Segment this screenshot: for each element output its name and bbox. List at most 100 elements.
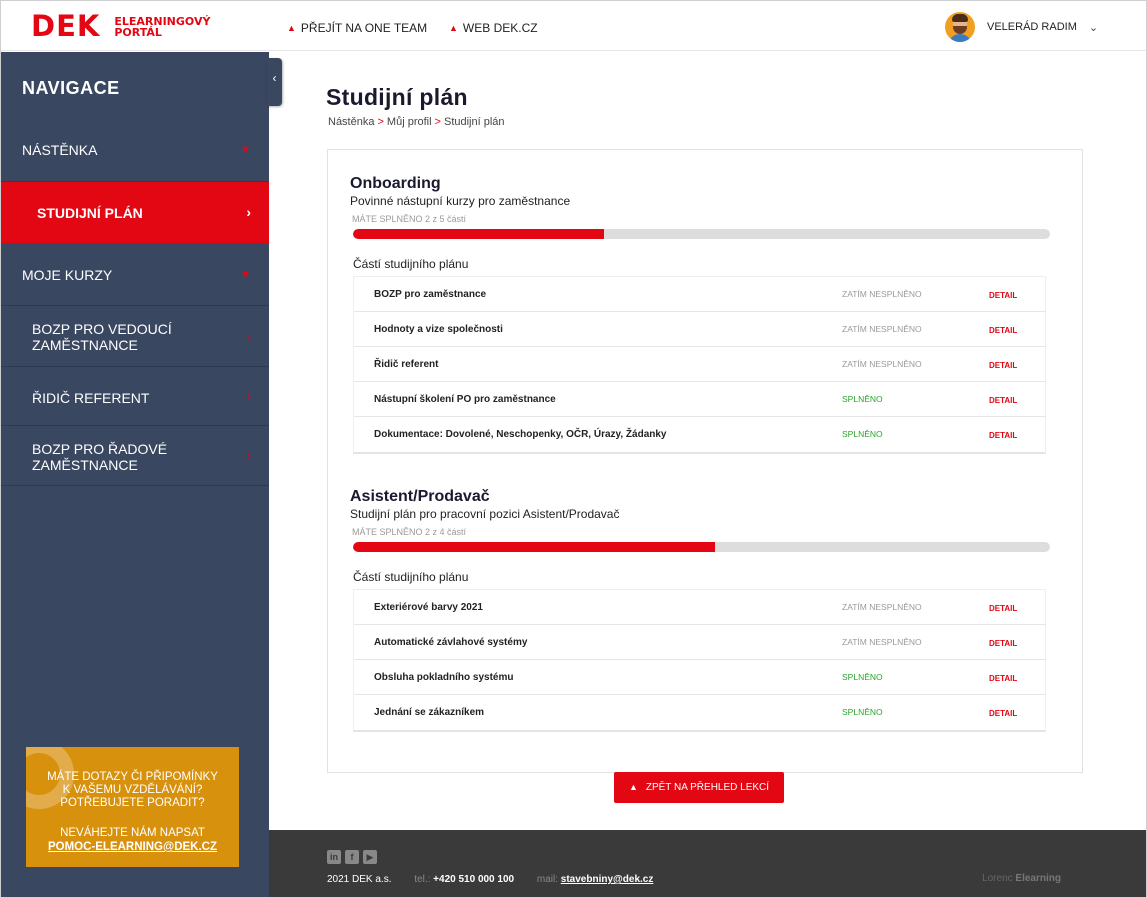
sidebar-item-bozp-radove[interactable]: BOZP PRO ŘADOVÉ ZAMĚSTNANCE ›	[1, 426, 269, 486]
chevron-right-icon: ›	[246, 204, 251, 220]
detail-link[interactable]: DETAIL	[989, 674, 1018, 683]
chevron-down-icon: ▼	[240, 269, 251, 281]
user-name: VELERÁD RADIM	[987, 21, 1077, 33]
plan-progress-fill	[353, 229, 604, 239]
sidebar-item-label-line1: BOZP PRO VEDOUCÍ	[32, 321, 172, 337]
detail-link[interactable]: DETAIL	[989, 604, 1018, 613]
help-line2: K VAŠEMU VZDĚLÁVÁNÍ?	[62, 784, 203, 796]
avatar	[945, 12, 975, 42]
breadcrumb-item[interactable]: Nástěnka	[328, 116, 375, 128]
footer-tel-label: tel.:	[414, 874, 431, 885]
part-name: Exteriérové barvy 2021	[374, 602, 483, 613]
logo-wordmark: DEK	[31, 9, 101, 43]
dek-logo[interactable]: DEK ELEARNINGOVÝ PORTÁL	[31, 12, 210, 41]
part-name: Jednání se zákazníkem	[374, 707, 485, 718]
list-item: Jednání se zákazníkem SPLNĚNO DETAIL	[354, 695, 1045, 730]
part-name: Řidič referent	[374, 359, 439, 370]
part-name: Hodnoty a vize společnosti	[374, 324, 503, 335]
detail-link[interactable]: DETAIL	[989, 709, 1018, 718]
list-item: Hodnoty a vize společnosti ZATÍM NESPLNĚN…	[354, 312, 1045, 347]
sidebar-item-label-line2: ZAMĚSTNANCE	[32, 337, 138, 353]
status-badge: ZATÍM NESPLNĚNO	[842, 359, 922, 369]
sidebar-item-label: NÁSTĚNKA	[22, 142, 98, 158]
plan-progress-bar	[353, 229, 1050, 239]
top-bar: DEK ELEARNINGOVÝ PORTÁL ▲ PŘEJÍT NA ONE …	[1, 1, 1146, 51]
help-cta-text: NEVÁHEJTE NÁM NAPSAT	[60, 827, 205, 839]
breadcrumb: Nástěnka > Můj profil > Studijní plán	[328, 116, 505, 128]
list-item: Automatické závlahové systémy ZATÍM NESPL…	[354, 625, 1045, 660]
sidebar-collapse-button[interactable]: ‹	[267, 58, 282, 106]
list-item: Nástupní školení PO pro zaměstnance SPLNĚ…	[354, 382, 1045, 417]
footer-credit-2: Elearning	[1015, 873, 1061, 884]
chevron-down-icon: ⌄	[1088, 21, 1099, 34]
chevron-left-icon: ‹	[272, 71, 277, 85]
footer: in f ▶ 2021 DEK a.s. tel.: +420 510 000 …	[269, 830, 1146, 897]
plan-title: Onboarding	[350, 175, 441, 192]
logo-subtitle-line1: ELEARNINGOVÝ	[114, 14, 211, 28]
chevron-right-icon: ›	[246, 447, 251, 463]
breadcrumb-separator: >	[377, 116, 384, 128]
status-badge: ZATÍM NESPLNĚNO	[842, 602, 922, 612]
part-name: Nástupní školení PO pro zaměstnance	[374, 394, 556, 405]
back-button-label: ZPĚT NA PŘEHLED LEKCÍ	[645, 782, 770, 793]
social-links: in f ▶	[327, 850, 381, 864]
sidebar-item-nastenka[interactable]: NÁSTĚNKA ▼	[1, 120, 269, 182]
link-web-dek[interactable]: ▲ WEB DEK.CZ	[449, 21, 538, 35]
facebook-icon[interactable]: f	[345, 850, 359, 864]
footer-credit-1: Lorenc	[982, 873, 1013, 884]
sidebar-item-ridic-referent[interactable]: ŘIDIČ REFERENT ›	[1, 367, 269, 426]
chevron-up-icon: ▲	[287, 23, 296, 33]
detail-link[interactable]: DETAIL	[989, 639, 1018, 648]
status-badge: ZATÍM NESPLNĚNO	[842, 637, 922, 647]
plan-section: Asistent/Prodavač Studijní plán pro prac…	[350, 488, 1050, 732]
footer-contact: 2021 DEK a.s. tel.: +420 510 000 100 mai…	[327, 874, 653, 885]
part-name: Automatické závlahové systémy	[374, 637, 528, 648]
sidebar-item-label-line1: BOZP PRO ŘADOVÉ	[32, 441, 168, 457]
back-to-lessons-button[interactable]: ▲ ZPĚT NA PŘEHLED LEKCÍ	[614, 772, 784, 803]
parts-label: Částí studijního plánu	[353, 570, 469, 584]
status-badge: SPLNĚNO	[842, 394, 883, 404]
link-one-team-label: PŘEJÍT NA ONE TEAM	[300, 21, 428, 35]
detail-link[interactable]: DETAIL	[989, 431, 1018, 440]
list-item: Obsluha pokladního systému SPLNĚNO DETAIL	[354, 660, 1045, 695]
plan-progress-fill	[353, 542, 716, 552]
detail-link[interactable]: DETAIL	[989, 291, 1018, 300]
youtube-icon[interactable]: ▶	[363, 850, 377, 864]
breadcrumb-item[interactable]: Můj profil	[386, 116, 432, 128]
detail-link[interactable]: DETAIL	[989, 326, 1018, 335]
plan-section: Onboarding Povinné nástupní kurzy pro za…	[350, 175, 1050, 454]
footer-phone[interactable]: +420 510 000 100	[433, 874, 515, 885]
link-one-team[interactable]: ▲ PŘEJÍT NA ONE TEAM	[287, 21, 427, 35]
plan-subtitle: Povinné nástupní kurzy pro zaměstnance	[350, 194, 571, 208]
detail-link[interactable]: DETAIL	[989, 361, 1018, 370]
list-item: Exteriérové barvy 2021 ZATÍM NESPLNĚNO DET…	[354, 590, 1045, 625]
breadcrumb-separator: >	[434, 116, 441, 128]
sidebar-item-studijni-plan[interactable]: STUDIJNÍ PLÁN ›	[1, 182, 269, 243]
help-box: MÁTE DOTAZY ČI PŘIPOMÍNKY K VAŠEMU VZDĚL…	[26, 747, 239, 867]
chevron-right-icon: ›	[246, 387, 251, 403]
status-badge: SPLNĚNO	[842, 707, 883, 717]
logo-subtitle-line2: PORTÁL	[114, 25, 162, 39]
breadcrumb-item-current: Studijní plán	[443, 116, 505, 128]
list-item: BOZP pro zaměstnance ZATÍM NESPLNĚNO DETAI…	[354, 277, 1045, 312]
sidebar-item-moje-kurzy[interactable]: MOJE KURZY ▼	[1, 243, 269, 306]
status-badge: ZATÍM NESPLNĚNO	[842, 324, 922, 334]
detail-link[interactable]: DETAIL	[989, 396, 1018, 405]
user-menu[interactable]: VELERÁD RADIM ⌄	[945, 12, 1098, 42]
sidebar-item-bozp-vedouci[interactable]: BOZP PRO VEDOUCÍ ZAMĚSTNANCE ›	[1, 306, 269, 367]
footer-email-link[interactable]: stavebniny@dek.cz	[560, 874, 654, 885]
sidebar: NAVIGACE ‹ NÁSTĚNKA ▼ STUDIJNÍ PLÁN › MO…	[1, 52, 282, 897]
sidebar-item-label: BOZP PRO ŘADOVÉ ZAMĚSTNANCE	[32, 441, 167, 473]
sidebar-item-label: MOJE KURZY	[22, 267, 113, 283]
sidebar-item-label-line2: ZAMĚSTNANCE	[32, 457, 138, 473]
list-item: Dokumentace: Dovolené, Neschopenky, OČR,…	[354, 417, 1045, 452]
chevron-right-icon: ›	[246, 328, 251, 344]
status-badge: ZATÍM NESPLNĚNO	[842, 289, 922, 299]
linkedin-icon[interactable]: in	[327, 850, 341, 864]
help-email-link[interactable]: POMOC-ELEARNING@DEK.CZ	[47, 841, 218, 853]
sidebar-item-label: ŘIDIČ REFERENT	[32, 390, 150, 406]
footer-credit[interactable]: Lorenc Elearning	[982, 873, 1061, 884]
help-question: MÁTE DOTAZY ČI PŘIPOMÍNKY K VAŠEMU VZDĚL…	[26, 771, 239, 810]
logo-subtitle: ELEARNINGOVÝ PORTÁL	[114, 16, 210, 38]
link-web-dek-label: WEB DEK.CZ	[462, 21, 538, 35]
